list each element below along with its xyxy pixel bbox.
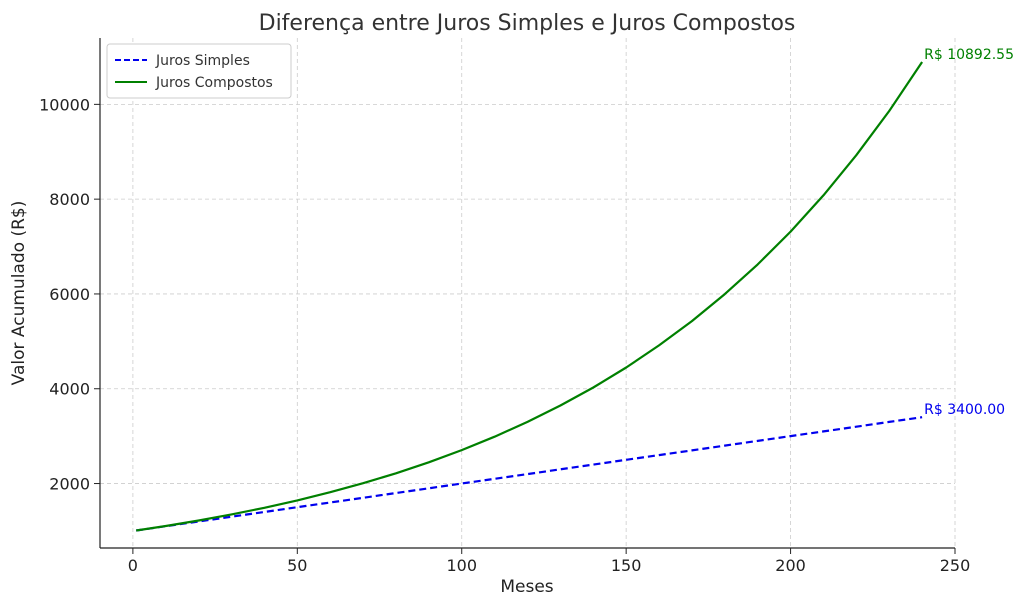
x-tick-label: 100 <box>446 556 477 575</box>
y-tick-label: 8000 <box>49 190 90 209</box>
x-ticks: 0 50 100 150 200 250 <box>128 548 970 575</box>
x-tick-label: 200 <box>775 556 806 575</box>
end-label-juros-compostos: R$ 10892.55 <box>924 47 1014 63</box>
end-labels: R$ 3400.00 R$ 10892.55 <box>924 47 1014 418</box>
x-axis-label: Meses <box>500 577 553 597</box>
y-tick-label: 6000 <box>49 285 90 304</box>
plot-lines <box>136 61 924 532</box>
y-tick-label: 4000 <box>49 380 90 399</box>
grid <box>100 38 956 548</box>
y-tick-label: 2000 <box>49 475 90 494</box>
y-axis-label: Valor Acumulado (R$) <box>9 201 29 386</box>
series-line-juros-simples <box>136 416 923 532</box>
series-line-juros-compostos <box>136 61 924 532</box>
end-label-juros-simples: R$ 3400.00 <box>924 402 1005 418</box>
x-tick-label: 50 <box>287 556 307 575</box>
x-tick-label: 150 <box>611 556 642 575</box>
legend-box <box>106 43 292 99</box>
x-tick-label: 250 <box>940 556 971 575</box>
legend-label-compostos: Juros Compostos <box>155 75 273 91</box>
legend-label-simples: Juros Simples <box>155 53 250 69</box>
y-ticks: 2000 4000 6000 8000 10000 <box>39 95 100 494</box>
legend: Juros Simples Juros Compostos <box>106 43 292 99</box>
y-tick-label: 10000 <box>39 95 90 114</box>
chart-title: Diferença entre Juros Simples e Juros Co… <box>259 11 796 36</box>
x-tick-label: 0 <box>128 556 138 575</box>
